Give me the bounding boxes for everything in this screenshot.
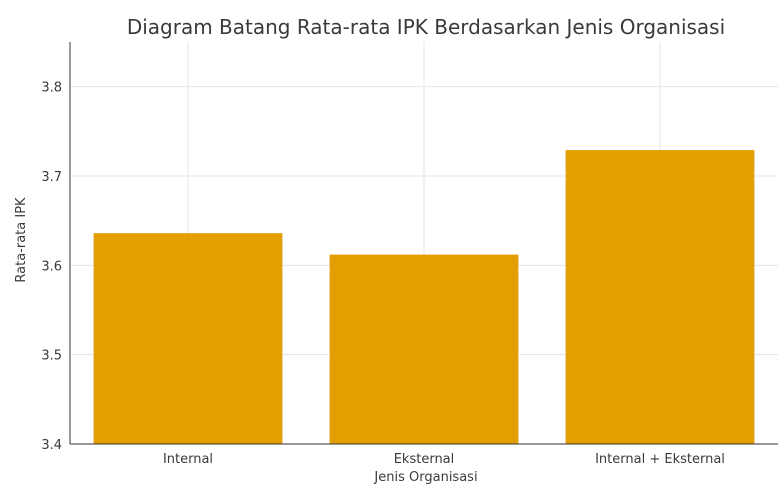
x-tick-label: Internal + Eksternal bbox=[595, 452, 725, 467]
y-tick-label: 3.4 bbox=[41, 438, 62, 453]
axes bbox=[69, 42, 778, 445]
y-tick-label: 3.5 bbox=[41, 349, 62, 364]
bar-eksternal bbox=[329, 254, 519, 444]
tick-labels: 3.4 3.5 3.6 3.7 3.8 Internal Eksternal Internal… bbox=[41, 81, 725, 467]
x-tick-label: Internal bbox=[163, 452, 213, 467]
y-tick-label: 3.6 bbox=[41, 259, 62, 274]
y-tick-label: 3.8 bbox=[41, 81, 62, 96]
x-axis-label: Jenis Organisasi bbox=[373, 470, 477, 485]
chart-title: Diagram Batang Rata-rata IPK Berdasarkan… bbox=[127, 15, 725, 39]
y-tick-label: 3.7 bbox=[41, 170, 62, 185]
x-tick-label: Eksternal bbox=[394, 452, 455, 467]
bars bbox=[93, 150, 755, 445]
bar-internal-eksternal bbox=[565, 150, 755, 445]
y-axis-label: Rata-rata IPK bbox=[14, 197, 29, 283]
bar-internal bbox=[93, 233, 283, 444]
